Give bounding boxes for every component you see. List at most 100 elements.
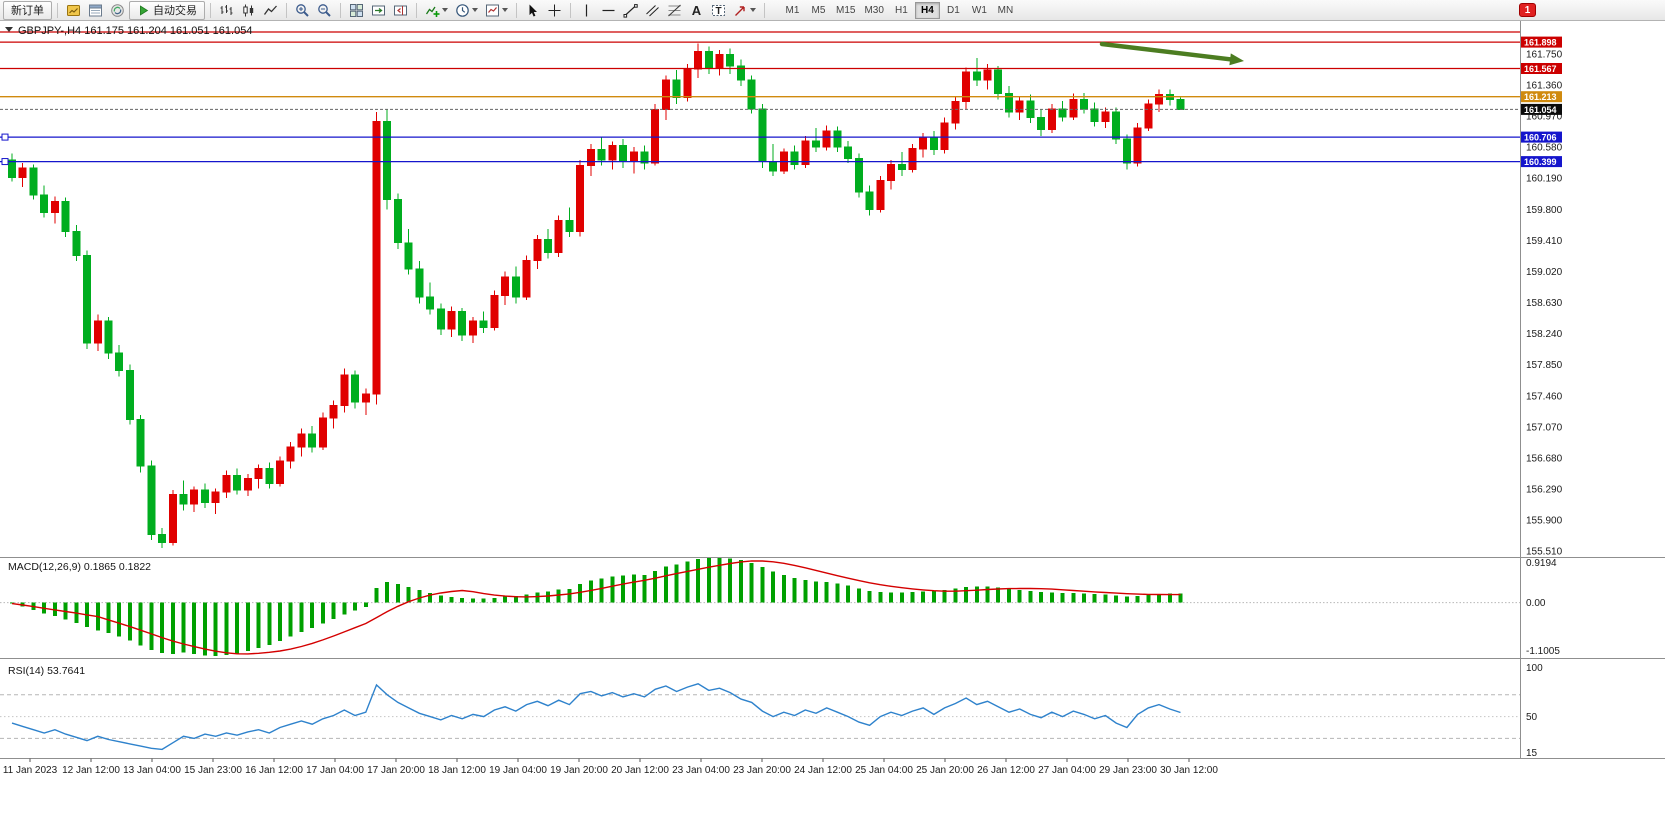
timeframe-button-mn[interactable]: MN (993, 2, 1018, 19)
notification-badge[interactable]: 1 (1519, 3, 1536, 17)
arrows-icon (735, 5, 745, 16)
periods-button[interactable] (452, 1, 481, 20)
price-tick-label: 157.070 (1526, 422, 1563, 433)
candle (951, 101, 960, 124)
trendline-tool-button[interactable] (620, 1, 641, 20)
time-label: 27 Jan 04:00 (1038, 765, 1096, 776)
zoom-in-button[interactable] (292, 1, 313, 20)
candle (297, 433, 306, 448)
candle (876, 180, 885, 210)
candle (1047, 108, 1056, 131)
candle (704, 51, 713, 68)
line-handle[interactable] (1, 133, 9, 141)
line-handle[interactable] (1, 158, 9, 166)
new-order-button[interactable]: 新订单 (3, 0, 52, 20)
rsi-line (11, 683, 1181, 751)
candle (93, 320, 102, 344)
candle (383, 121, 392, 201)
timeframe-button-h1[interactable]: H1 (889, 2, 914, 19)
candle (758, 108, 767, 162)
vertical-line-tool-button[interactable] (576, 1, 597, 20)
chevron-down-icon (750, 8, 756, 12)
timeframe-button-w1[interactable]: W1 (967, 2, 992, 19)
templates-button[interactable] (482, 1, 511, 20)
one-click-trading-toggle[interactable] (5, 27, 13, 32)
candle (415, 268, 424, 298)
auto-scroll-button[interactable] (368, 1, 389, 20)
data-window-button[interactable] (85, 1, 106, 20)
candle (458, 310, 467, 336)
time-label: 19 Jan 04:00 (489, 765, 547, 776)
timeframe-button-m1[interactable]: M1 (780, 2, 805, 19)
chart-shift-button[interactable] (390, 1, 411, 20)
horizontal-line-tool-button[interactable] (598, 1, 619, 20)
zoom-in-icon (296, 3, 309, 17)
arrow-annotation[interactable] (1099, 41, 1233, 62)
channel-tool-button[interactable] (642, 1, 663, 20)
trendline-icon (623, 3, 638, 18)
candle (972, 71, 981, 81)
time-label: 19 Jan 20:00 (550, 765, 608, 776)
cursor-icon (529, 4, 537, 16)
timeframe-button-d1[interactable]: D1 (941, 2, 966, 19)
text-icon: A (692, 3, 702, 18)
indicators-button[interactable] (422, 1, 451, 20)
cursor-button[interactable] (522, 1, 543, 20)
candle (897, 164, 906, 170)
autotrading-button[interactable]: 自动交易 (129, 0, 205, 20)
rsi-scale-label: 100 (1526, 663, 1543, 674)
timeframe-button-m15[interactable]: M15 (832, 2, 859, 19)
chart-background[interactable] (0, 21, 1665, 831)
time-label: 11 Jan 2023 (3, 765, 58, 776)
timeframe-button-h4[interactable]: H4 (914, 1, 940, 19)
arrows-tool-button[interactable] (730, 1, 759, 20)
candle (168, 494, 177, 543)
candle (1176, 99, 1185, 110)
fibonacci-tool-button[interactable] (664, 1, 685, 20)
chevron-down-icon (442, 8, 448, 12)
text-label-icon: T (712, 4, 725, 17)
candle (190, 489, 199, 505)
candle (136, 419, 145, 467)
candle (640, 151, 649, 164)
text-tool-button[interactable]: A (686, 1, 707, 20)
candle (104, 320, 113, 354)
candle (1080, 98, 1088, 110)
main-toolbar: 新订单 自动交易 (0, 0, 1665, 21)
tile-windows-button[interactable] (346, 1, 367, 20)
candle (511, 276, 520, 298)
candle (233, 475, 242, 491)
chart-canvas[interactable]: GBPJPY-,H4 161.175 161.204 161.051 161.0… (0, 21, 1665, 831)
text-tool-glyph: A (692, 3, 702, 18)
candle (1037, 117, 1046, 131)
zoom-out-button[interactable] (314, 1, 335, 20)
candle (1122, 138, 1131, 164)
candle (340, 374, 349, 406)
timeframe-button-m5[interactable]: M5 (806, 2, 831, 19)
price-tick-label: 160.580 (1526, 143, 1563, 154)
candle (651, 109, 660, 164)
crosshair-icon (548, 4, 561, 16)
price-tick-label: 159.800 (1526, 205, 1563, 216)
line-chart-button[interactable] (260, 1, 281, 20)
candle (404, 242, 413, 270)
candle (586, 149, 595, 166)
candle (125, 369, 134, 421)
candle (393, 199, 402, 244)
candle (554, 220, 563, 253)
candle (211, 491, 220, 504)
macd-label: MACD(12,26,9) 0.1865 0.1822 (8, 561, 151, 573)
candle (822, 130, 831, 148)
auto-scroll-icon (372, 5, 385, 15)
navigator-button[interactable] (107, 1, 128, 20)
candlestick-chart-button[interactable] (238, 1, 259, 20)
price-badge (1521, 103, 1562, 115)
candle (329, 404, 338, 419)
bar-chart-button[interactable] (216, 1, 237, 20)
toolbar-separator (516, 2, 517, 18)
market-watch-button[interactable] (63, 1, 84, 20)
timeframe-button-m30[interactable]: M30 (860, 2, 887, 19)
text-label-tool-button[interactable]: T (708, 1, 729, 20)
candle (40, 194, 49, 213)
crosshair-button[interactable] (544, 1, 565, 20)
